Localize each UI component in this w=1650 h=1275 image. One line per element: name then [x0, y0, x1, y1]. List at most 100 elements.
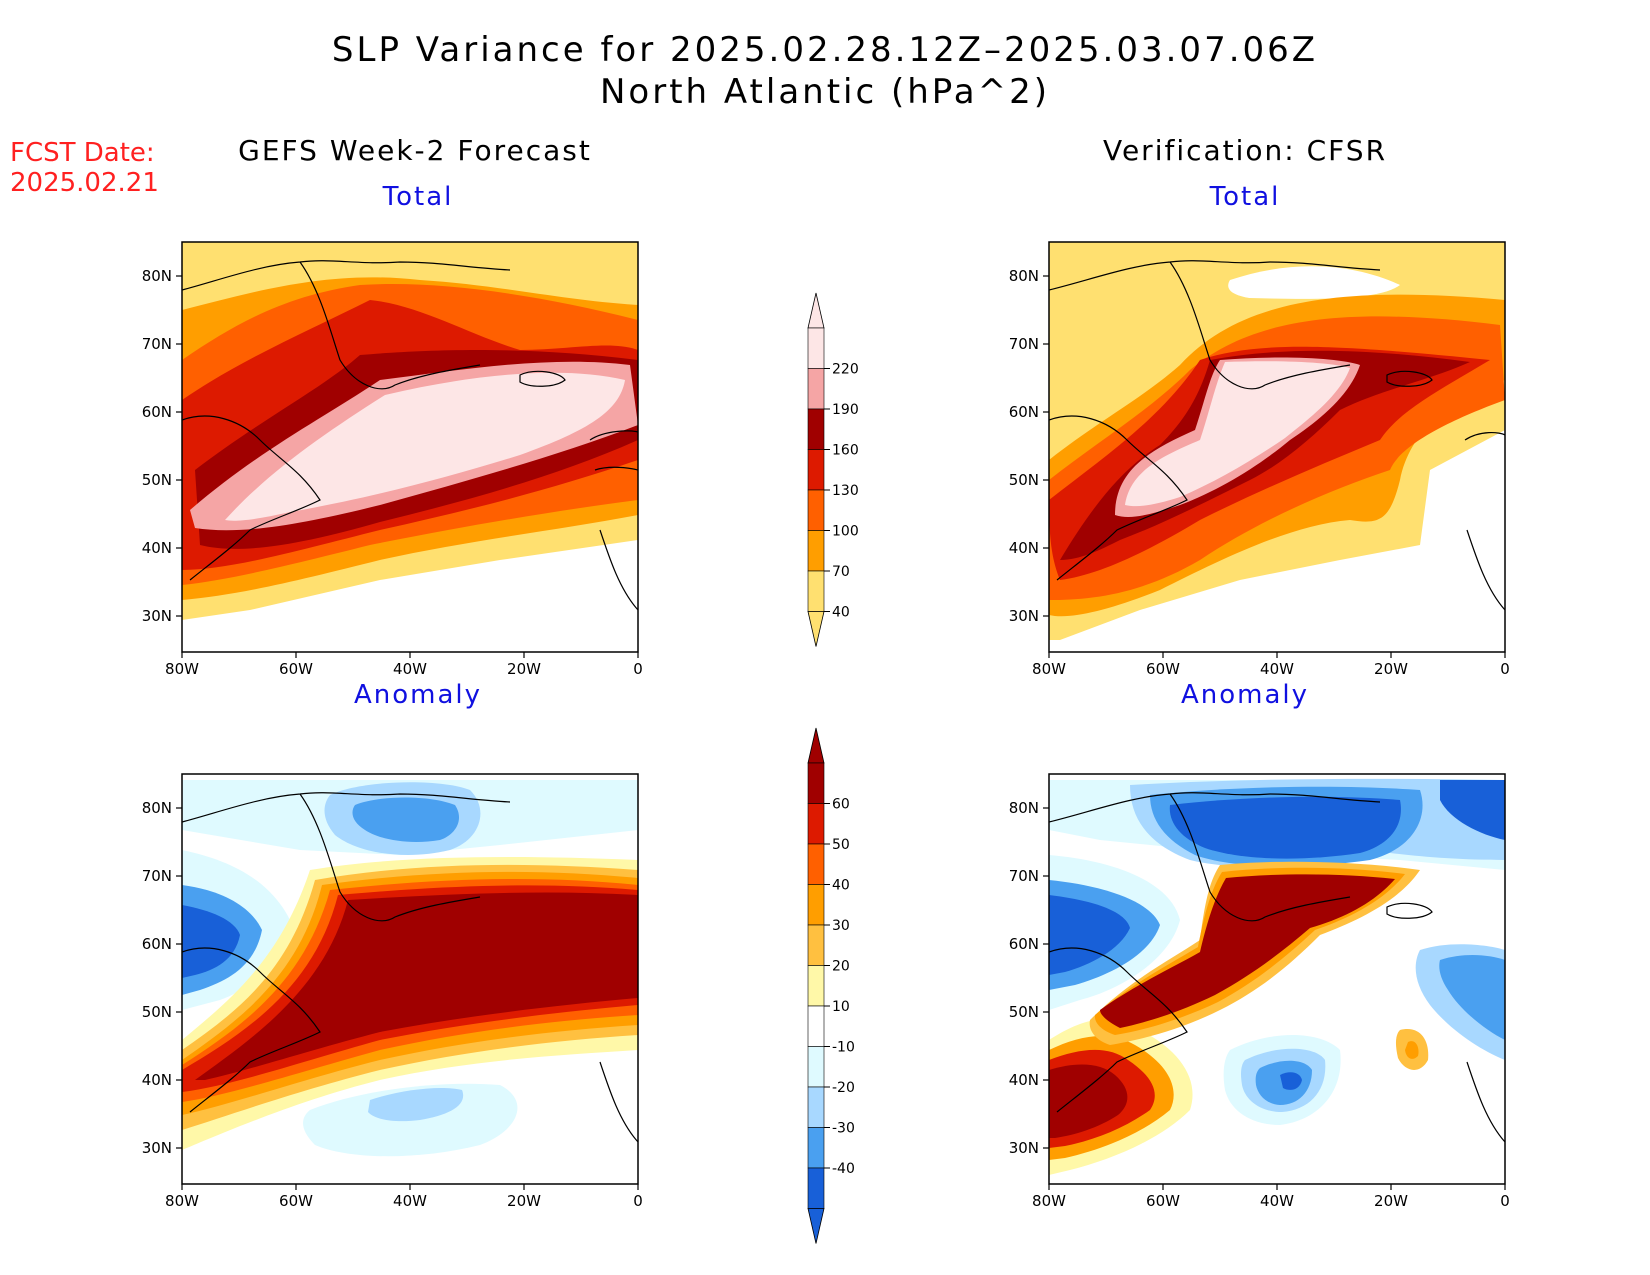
lon-tick-label: 0: [1500, 1192, 1510, 1210]
lon-tick-label: 20W: [1374, 1192, 1408, 1210]
colorbar-total-level-label: 100: [832, 524, 859, 540]
chart-title: SLP Variance for 2025.02.28.12Z–2025.03.…: [331, 30, 1319, 70]
map-forecast-anomaly: [182, 774, 638, 1184]
colorbar-anomaly-level-label: 30: [832, 918, 850, 934]
forecast-date: FCST Date: 2025.02.21: [10, 138, 159, 198]
lat-tick-label: 50N: [142, 1003, 172, 1021]
lat-tick-label: 80N: [1009, 799, 1039, 817]
lat-tick-label: 50N: [1009, 1003, 1039, 1021]
colorbar-total-swatch: [807, 530, 825, 572]
colorbar-total-top-arrow: [807, 292, 825, 329]
lat-tick-label: 70N: [142, 867, 172, 885]
lat-tick-label: 30N: [1009, 607, 1039, 625]
colorbar-total-bottom-arrow: [807, 611, 825, 647]
top-right-panel-title: Total: [1209, 182, 1281, 212]
lat-tick-label: 70N: [142, 335, 172, 353]
lon-tick-label: 0: [633, 1192, 643, 1210]
lon-tick-label: 0: [1500, 660, 1510, 678]
lat-tick-label: 50N: [1009, 471, 1039, 489]
map-verification-anomaly: [1049, 774, 1505, 1184]
lat-tick-label: 60N: [1009, 935, 1039, 953]
colorbar-anomaly-swatch: [807, 762, 825, 804]
lat-tick-label: 80N: [142, 267, 172, 285]
colorbar-anomaly-swatch: [807, 1127, 825, 1169]
lon-tick-label: 80W: [165, 660, 199, 678]
colorbar-anomaly-swatch: [807, 1046, 825, 1088]
lat-tick-label: 30N: [142, 607, 172, 625]
top-left-panel-title: Total: [382, 182, 454, 212]
lon-tick-label: 60W: [279, 1192, 313, 1210]
lon-tick-label: 80W: [1032, 660, 1066, 678]
colorbar-total-level-label: 190: [832, 402, 859, 418]
coastlines: [182, 260, 1505, 1143]
lon-tick-label: 20W: [507, 660, 541, 678]
lon-tick-label: 20W: [507, 1192, 541, 1210]
lat-tick-label: 40N: [1009, 539, 1039, 557]
lon-tick-label: 20W: [1374, 660, 1408, 678]
chart-subtitle: North Atlantic (hPa^2): [599, 72, 1050, 112]
colorbar-anomaly-swatch: [807, 924, 825, 966]
colorbar-total-level-label: 160: [832, 443, 859, 459]
lon-tick-label: 60W: [1146, 660, 1180, 678]
lat-tick-label: 50N: [142, 471, 172, 489]
colorbar-anomaly-level-label: -10: [832, 1040, 855, 1056]
colorbar-total-swatch: [807, 489, 825, 531]
colorbar-total-swatch: [807, 408, 825, 450]
colorbar-anomaly-top-arrow: [807, 727, 825, 764]
colorbar-total-swatch: [807, 449, 825, 491]
lon-tick-label: 0: [633, 660, 643, 678]
colorbar-anomaly-level-label: 10: [832, 999, 850, 1015]
colorbar-anomaly-level-label: 20: [832, 959, 850, 975]
map-forecast-total: [182, 242, 638, 652]
colorbar-anomaly-swatch: [807, 884, 825, 926]
map-verification-total: [1049, 242, 1505, 652]
colorbar-anomaly-level-label: -20: [832, 1080, 855, 1096]
lon-tick-label: 60W: [1146, 1192, 1180, 1210]
colorbar-total-level-label: 130: [832, 483, 859, 499]
lat-tick-label: 30N: [1009, 1139, 1039, 1157]
lon-tick-label: 80W: [165, 1192, 199, 1210]
colorbar-anomaly-swatch: [807, 803, 825, 845]
lon-tick-label: 40W: [393, 1192, 427, 1210]
colorbar-anomaly-level-label: 50: [832, 837, 850, 853]
lat-tick-label: 60N: [142, 403, 172, 421]
colorbar-anomaly-swatch: [807, 843, 825, 885]
colorbar-anomaly-swatch: [807, 1005, 825, 1047]
lat-tick-label: 60N: [1009, 403, 1039, 421]
lon-tick-label: 80W: [1032, 1192, 1066, 1210]
colorbar-anomaly-level-label: 60: [832, 797, 850, 813]
lat-tick-label: 80N: [1009, 267, 1039, 285]
lat-tick-label: 40N: [142, 539, 172, 557]
colorbar-total-swatch: [807, 570, 825, 612]
lat-tick-label: 80N: [142, 799, 172, 817]
bottom-right-panel-title: Anomaly: [1180, 680, 1310, 710]
colorbar-total-swatch: [807, 327, 825, 369]
lon-tick-label: 60W: [279, 660, 313, 678]
colorbar-total-level-label: 40: [832, 605, 850, 621]
axis-ticks: 80N 70N 60N 50N 40N 30N 80W 60W 40W 20W 0 80N 70N 60N…: [142, 267, 1510, 1210]
lat-tick-label: 40N: [1009, 1071, 1039, 1089]
right-column-heading: Verification: CFSR: [1102, 134, 1388, 167]
forecast-date-value: 2025.02.21: [10, 168, 159, 198]
lat-tick-label: 70N: [1009, 335, 1039, 353]
colorbar-anomaly-swatch: [807, 1167, 825, 1209]
colorbar-total: 220 190 160 130 100 70 40: [807, 292, 859, 647]
colorbar-anomaly-level-label: -40: [832, 1161, 855, 1177]
colorbar-anomaly-level-label: -30: [832, 1121, 855, 1137]
lat-tick-label: 70N: [1009, 867, 1039, 885]
colorbar-anomaly: 60 50 40 30 20 10 -10 -20 -30 -40: [807, 727, 855, 1244]
lat-tick-label: 30N: [142, 1139, 172, 1157]
lon-tick-label: 40W: [393, 660, 427, 678]
lon-tick-label: 40W: [1260, 660, 1294, 678]
colorbar-total-level-label: 220: [832, 362, 859, 378]
lat-tick-label: 40N: [142, 1071, 172, 1089]
colorbar-anomaly-level-label: 40: [832, 878, 850, 894]
forecast-date-label: FCST Date:: [10, 138, 155, 168]
lat-tick-label: 60N: [142, 935, 172, 953]
colorbar-total-swatch: [807, 368, 825, 410]
bottom-left-panel-title: Anomaly: [353, 680, 483, 710]
lon-tick-label: 40W: [1260, 1192, 1294, 1210]
colorbar-anomaly-swatch: [807, 965, 825, 1007]
colorbar-anomaly-swatch: [807, 1086, 825, 1128]
